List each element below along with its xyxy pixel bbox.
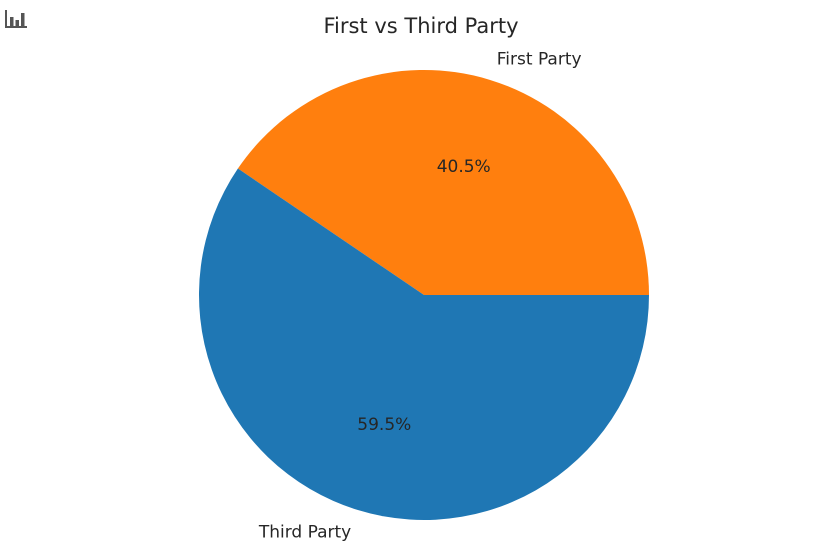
pie-label-first-party: First Party xyxy=(497,49,582,69)
pie-label-third-party: Third Party xyxy=(258,523,351,543)
pie-slice-third-party xyxy=(199,168,649,520)
bar-chart-icon[interactable] xyxy=(4,7,28,29)
pie-slice-first-party xyxy=(237,69,650,296)
chart-title: First vs Third Party xyxy=(323,14,518,38)
pie-value-third-party: 59.5% xyxy=(357,415,411,435)
pie-value-first-party: 40.5% xyxy=(437,157,491,177)
